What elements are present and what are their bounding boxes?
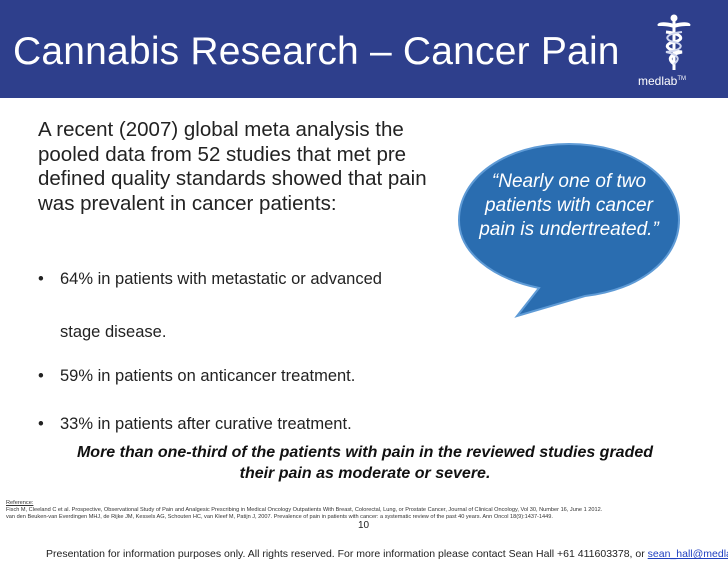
callout-quote: “Nearly one of two patients with cancer … [479,171,659,240]
summary-statement: More than one-third of the patients with… [76,444,654,482]
reference-item: Fisch M, Cleeland C et al. Prospective, … [6,507,603,514]
callout-bubble: “Nearly one of two patients with cancer … [455,138,683,318]
trademark-mark: TM [677,76,687,82]
intro-paragraph: A recent (2007) global meta analysis the… [38,118,427,215]
footer: Presentation for information purposes on… [46,548,728,560]
contact-email-link[interactable]: sean_hall@medlab.co [647,548,728,560]
speech-bubble-icon [457,142,681,318]
references: Reference: Fisch M, Cleeland C et al. Pr… [6,500,722,522]
slide-title: Cannabis Research – Cancer Pain [13,30,620,73]
logo-wordmark: medlab [638,74,678,88]
slide-header: Cannabis Research – Cancer Pain medlabTM [0,0,728,98]
list-item-continuation: stage disease. [60,323,167,341]
page-number: 10 [358,520,370,531]
medlab-logo: medlabTM [632,14,714,88]
caduceus-icon [657,14,691,70]
reference-item: van den Beuken-van Everdingen MHJ, de Ri… [6,514,553,521]
footer-text: Presentation for information purposes on… [46,548,648,560]
references-heading: Reference: [6,500,34,506]
